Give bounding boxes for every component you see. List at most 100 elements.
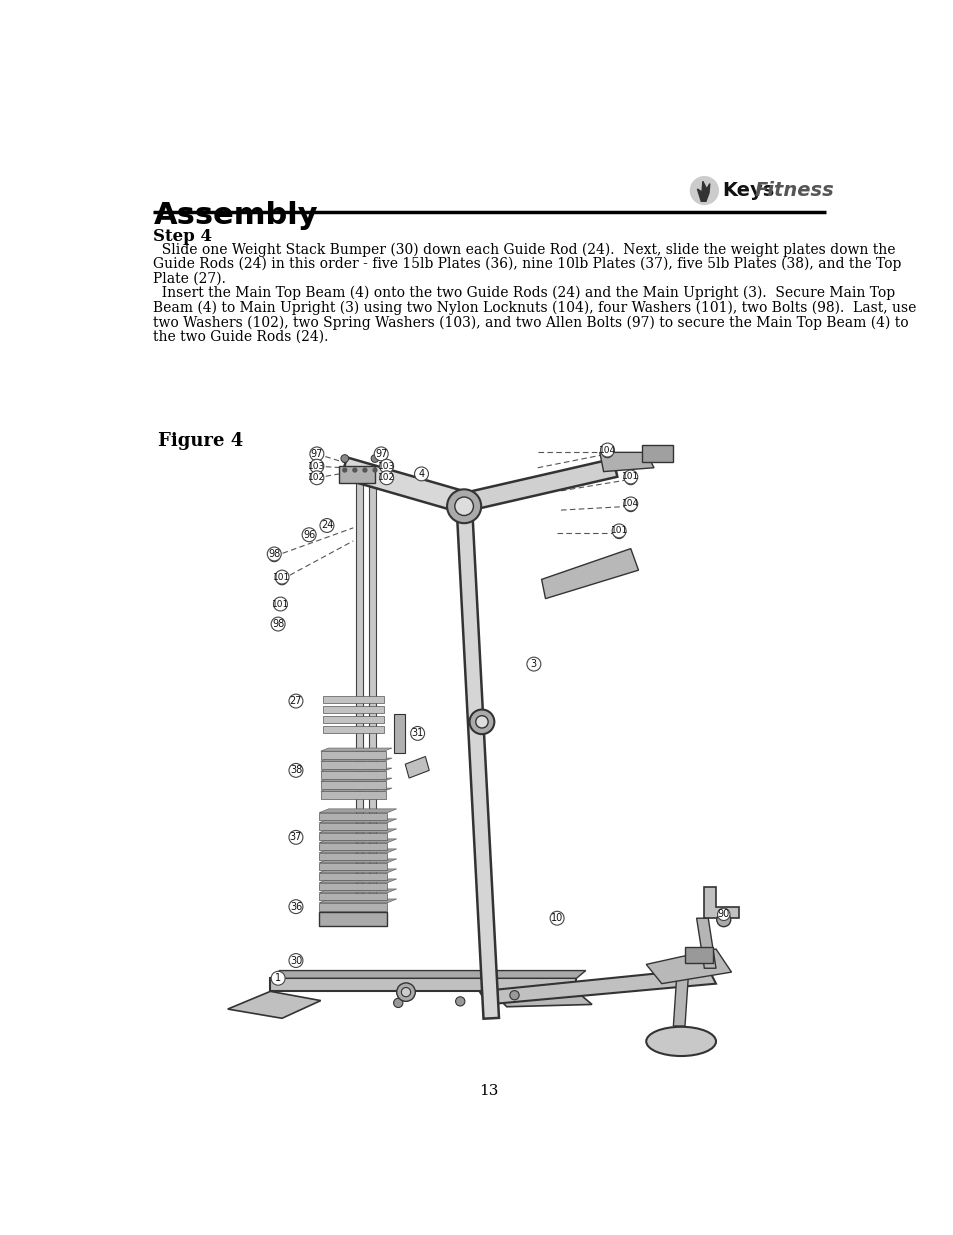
Circle shape	[267, 547, 281, 561]
Circle shape	[415, 467, 428, 480]
Circle shape	[340, 454, 348, 462]
Circle shape	[476, 716, 488, 727]
Bar	[320, 782, 385, 789]
Circle shape	[469, 710, 494, 734]
Bar	[355, 468, 362, 895]
Polygon shape	[491, 992, 592, 1007]
Bar	[641, 446, 673, 462]
Text: 30: 30	[290, 956, 302, 966]
Circle shape	[302, 527, 315, 542]
Text: 3: 3	[530, 659, 537, 669]
Bar	[319, 893, 387, 900]
Bar	[319, 873, 387, 881]
Polygon shape	[320, 788, 392, 792]
Polygon shape	[319, 848, 396, 852]
Circle shape	[509, 990, 518, 1000]
Circle shape	[394, 998, 402, 1008]
Text: Slide one Weight Stack Bumper (30) down each Guide Rod (24).  Next, slide the we: Slide one Weight Stack Bumper (30) down …	[153, 242, 895, 257]
Text: 10: 10	[551, 913, 562, 924]
Circle shape	[612, 524, 625, 537]
Polygon shape	[673, 968, 688, 1026]
Polygon shape	[270, 971, 585, 978]
Text: Keys: Keys	[721, 182, 774, 200]
Bar	[319, 863, 387, 871]
Polygon shape	[320, 778, 392, 782]
Polygon shape	[320, 768, 392, 771]
Circle shape	[550, 911, 563, 925]
Polygon shape	[228, 992, 320, 1019]
Text: 24: 24	[320, 520, 333, 531]
Polygon shape	[405, 757, 429, 778]
Circle shape	[374, 447, 388, 461]
Polygon shape	[319, 858, 396, 863]
Text: 1: 1	[274, 973, 281, 983]
Bar	[684, 947, 712, 963]
Text: 101: 101	[610, 526, 627, 536]
Circle shape	[624, 474, 636, 484]
Text: Fitness: Fitness	[754, 182, 834, 200]
Circle shape	[271, 972, 285, 986]
Circle shape	[624, 501, 636, 511]
Polygon shape	[319, 889, 396, 893]
Circle shape	[362, 468, 367, 472]
Bar	[319, 911, 387, 926]
Text: 102: 102	[308, 473, 325, 482]
Text: Insert the Main Top Beam (4) onto the two Guide Rods (24) and the Main Upright (: Insert the Main Top Beam (4) onto the tw…	[153, 287, 895, 300]
Polygon shape	[696, 918, 716, 968]
Text: Assembly: Assembly	[153, 200, 317, 230]
Text: 97: 97	[311, 448, 323, 459]
Text: 4: 4	[418, 469, 424, 479]
Polygon shape	[319, 899, 396, 903]
Bar	[319, 852, 387, 861]
Circle shape	[310, 447, 323, 461]
Polygon shape	[319, 879, 396, 883]
Text: 37: 37	[290, 832, 302, 842]
Circle shape	[690, 177, 718, 205]
Bar	[369, 468, 375, 895]
Bar	[319, 842, 387, 851]
Bar	[323, 716, 383, 724]
Bar	[394, 714, 405, 752]
Text: 27: 27	[290, 697, 302, 706]
Bar	[323, 695, 383, 704]
Circle shape	[717, 908, 729, 920]
Text: 98: 98	[268, 550, 280, 559]
Bar	[323, 726, 383, 734]
Circle shape	[289, 763, 303, 777]
Text: 101: 101	[272, 599, 289, 609]
Text: Step 4: Step 4	[153, 227, 213, 245]
Polygon shape	[319, 829, 396, 832]
Circle shape	[456, 997, 464, 1007]
Circle shape	[379, 459, 394, 473]
Circle shape	[319, 519, 334, 532]
Ellipse shape	[645, 1026, 716, 1056]
Circle shape	[276, 574, 287, 585]
Text: Plate (27).: Plate (27).	[153, 272, 226, 285]
Text: 104: 104	[621, 499, 639, 509]
Circle shape	[289, 694, 303, 708]
Text: 97: 97	[375, 448, 387, 459]
Polygon shape	[319, 819, 396, 823]
Polygon shape	[270, 978, 576, 992]
Polygon shape	[340, 457, 467, 513]
Polygon shape	[320, 748, 392, 751]
Circle shape	[289, 900, 303, 914]
Polygon shape	[319, 869, 396, 873]
Text: 103: 103	[308, 462, 325, 471]
Circle shape	[716, 913, 730, 926]
Text: two Washers (102), two Spring Washers (103), and two Allen Bolts (97) to secure : two Washers (102), two Spring Washers (1…	[153, 315, 908, 330]
Circle shape	[601, 447, 612, 458]
Polygon shape	[645, 948, 731, 983]
Circle shape	[271, 618, 285, 631]
Text: 90: 90	[717, 909, 729, 919]
Polygon shape	[319, 839, 396, 842]
Circle shape	[274, 597, 287, 611]
Polygon shape	[456, 501, 498, 1019]
Text: 96: 96	[303, 530, 314, 540]
Text: 102: 102	[377, 473, 395, 482]
Polygon shape	[703, 888, 739, 918]
Text: 13: 13	[478, 1084, 498, 1098]
Polygon shape	[599, 452, 654, 472]
Bar	[319, 832, 387, 841]
Bar	[320, 761, 385, 769]
